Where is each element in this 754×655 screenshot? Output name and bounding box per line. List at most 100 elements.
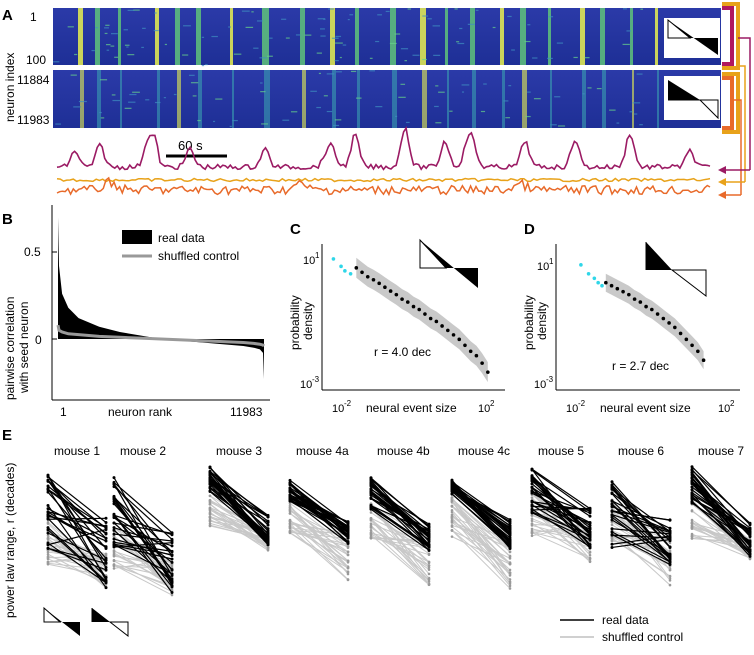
shuffled-point bbox=[748, 557, 752, 561]
shuffled-point bbox=[427, 568, 431, 571]
heatmap-speck bbox=[527, 91, 531, 93]
brackets bbox=[722, 2, 751, 195]
heatmap-stripe bbox=[357, 70, 360, 128]
real-point bbox=[690, 473, 694, 477]
real-point bbox=[112, 526, 116, 530]
b-legend-real: real data bbox=[158, 231, 205, 245]
heatmap-speck bbox=[100, 79, 108, 81]
real-point bbox=[369, 478, 373, 482]
heatmap-stripe bbox=[657, 70, 659, 128]
black-point bbox=[678, 331, 683, 336]
d-ytick-top-exp: 1 bbox=[549, 257, 554, 266]
shuffled-point bbox=[208, 502, 212, 506]
black-point bbox=[661, 316, 666, 321]
shuffled-point bbox=[450, 535, 454, 538]
heatmap-speck bbox=[432, 25, 441, 27]
heatmap-stripe bbox=[580, 8, 585, 65]
heatmap-speck bbox=[622, 43, 630, 46]
heatmap-speck bbox=[323, 95, 328, 97]
black-point bbox=[400, 297, 404, 301]
shuffled-point bbox=[112, 551, 116, 555]
real-point bbox=[170, 591, 174, 595]
black-point bbox=[615, 286, 620, 291]
shuffled-point bbox=[46, 557, 50, 561]
real-line bbox=[531, 475, 591, 535]
shuffled-point bbox=[288, 501, 292, 505]
heatmap-speck bbox=[394, 33, 401, 35]
heatmap-speck bbox=[427, 18, 432, 20]
shuffled-line bbox=[113, 555, 173, 566]
heatmap-speck bbox=[253, 47, 259, 49]
heatmap-speck bbox=[127, 9, 135, 11]
shuffled-line bbox=[611, 538, 671, 577]
heatmap-speck bbox=[245, 26, 254, 28]
real-point bbox=[530, 511, 534, 515]
heatmap-stripe bbox=[78, 8, 83, 65]
d-ytick-bot: 10 bbox=[534, 379, 546, 391]
real-line bbox=[531, 478, 591, 545]
heatmap-speck bbox=[483, 83, 487, 85]
real-point bbox=[369, 507, 373, 511]
real-point bbox=[508, 523, 512, 527]
real-point bbox=[170, 579, 174, 583]
c-ytick-top-exp: 1 bbox=[315, 251, 320, 260]
shuffled-point bbox=[208, 518, 212, 522]
shuffled-point bbox=[46, 552, 50, 556]
black-point bbox=[405, 300, 410, 304]
heatmap-speck bbox=[335, 42, 343, 44]
heatmap-speck bbox=[155, 101, 161, 104]
mouse-label: mouse 1 bbox=[54, 444, 100, 458]
heatmap-speck bbox=[163, 97, 166, 99]
real-point bbox=[104, 586, 108, 590]
shuffled-point bbox=[288, 531, 292, 535]
real-point bbox=[530, 467, 534, 471]
shuffled-point bbox=[369, 511, 373, 514]
heatmap-speck bbox=[404, 60, 407, 62]
shuffled-line bbox=[289, 532, 349, 569]
shuffled-point bbox=[369, 533, 373, 537]
heatmap-speck bbox=[375, 40, 380, 43]
shuffled-point bbox=[690, 535, 694, 538]
d-xtick-right: 10 bbox=[718, 403, 730, 415]
shuffled-point bbox=[508, 571, 512, 575]
shuffled-point bbox=[530, 531, 534, 534]
shuffled-line bbox=[209, 509, 269, 549]
heatmap-speck bbox=[55, 123, 61, 125]
shuffled-point bbox=[588, 551, 592, 554]
heatmap-speck bbox=[507, 15, 512, 18]
real-line bbox=[113, 495, 173, 571]
heatmap-speck bbox=[128, 101, 136, 103]
heatmap-speck bbox=[445, 8, 448, 11]
real-point bbox=[346, 540, 350, 544]
heatmap-speck bbox=[554, 96, 561, 98]
real-point bbox=[104, 536, 108, 540]
heatmap-speck bbox=[213, 120, 216, 123]
mouse-label: mouse 4b bbox=[377, 444, 430, 458]
shuffled-point bbox=[112, 567, 116, 570]
heatmap-speck bbox=[192, 95, 197, 97]
real-point bbox=[610, 486, 614, 490]
black-point bbox=[644, 304, 648, 309]
real-line bbox=[370, 491, 430, 538]
shuffled-point bbox=[530, 513, 534, 517]
real-point bbox=[588, 536, 592, 540]
black-point bbox=[632, 297, 637, 301]
real-point bbox=[104, 556, 108, 560]
real-point bbox=[588, 514, 592, 518]
shuffled-point bbox=[369, 518, 373, 521]
real-point bbox=[668, 545, 672, 549]
heatmap-stripe bbox=[655, 8, 658, 65]
real-point bbox=[748, 521, 752, 525]
trace-yellow bbox=[56, 177, 711, 183]
e-ylabel: power law range, r (decades) bbox=[3, 463, 17, 618]
real-line bbox=[209, 467, 269, 535]
c-shuffle-band bbox=[356, 257, 488, 383]
real-line bbox=[47, 513, 107, 548]
d-ylabel-1: probability bbox=[522, 295, 536, 350]
real-line bbox=[611, 535, 671, 545]
heatmap-speck bbox=[127, 54, 135, 56]
real-point bbox=[610, 499, 614, 503]
heatmap-stripe bbox=[232, 70, 234, 128]
real-point bbox=[450, 483, 454, 487]
heatmap-speck bbox=[281, 18, 287, 20]
